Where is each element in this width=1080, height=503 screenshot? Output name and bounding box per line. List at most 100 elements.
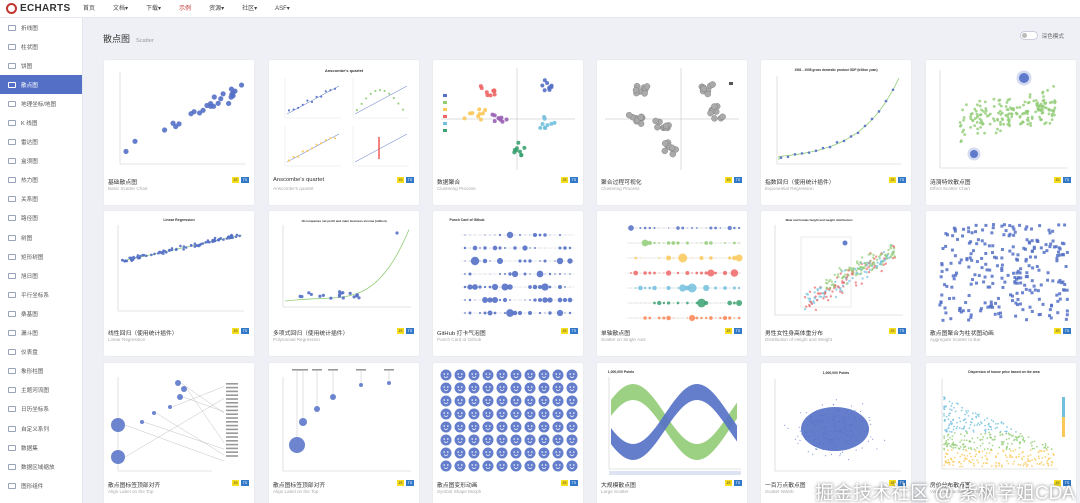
sidebar-item[interactable]: 折线图 — [0, 18, 82, 37]
js-badge[interactable]: JS — [397, 177, 404, 183]
example-card[interactable]: 单轴散点图 Scatter on Single Axis JS TS — [597, 211, 747, 356]
js-badge[interactable]: JS — [1054, 328, 1061, 334]
ts-badge[interactable]: TS — [1063, 328, 1071, 334]
nav-resources[interactable]: 资源▾ — [209, 5, 225, 12]
example-title[interactable]: 一百万点散点图 — [765, 483, 806, 489]
nav-community[interactable]: 社区▾ — [242, 5, 258, 12]
example-title[interactable]: 房价分布散点图 — [930, 483, 971, 489]
example-card[interactable]: 基础散点图 Basic Scatter Chart JS TS — [104, 60, 254, 205]
sidebar-item[interactable]: 数据区域缩放 — [0, 457, 82, 476]
ts-badge[interactable]: TS — [898, 480, 906, 486]
ts-badge[interactable]: TS — [1063, 177, 1071, 183]
echarts-logo[interactable]: ECHARTS — [0, 3, 74, 14]
example-card[interactable]: 聚合过程可视化 Clustering Process JS TS — [597, 60, 747, 205]
ts-badge[interactable]: TS — [734, 328, 742, 334]
js-badge[interactable]: JS — [561, 177, 568, 183]
example-card[interactable]: Anscombe's quartet Anscombe's quartet Ansc… — [269, 60, 419, 205]
example-card[interactable]: 散点图变形动画 Symbol Shape Morph JS TS — [433, 363, 583, 503]
example-title[interactable]: 男性女性身高体重分布 — [765, 331, 823, 337]
sidebar-item[interactable]: 柱状图 — [0, 37, 82, 56]
ts-badge[interactable]: TS — [570, 177, 578, 183]
example-card[interactable]: 18 companies net profit and main busines… — [269, 211, 419, 356]
example-card[interactable]: 数据聚合 Clustering Process JS TS — [433, 60, 583, 205]
ts-badge[interactable]: TS — [241, 328, 249, 334]
example-thumbnail[interactable]: 1,000,000 Points — [601, 367, 743, 477]
example-card[interactable]: 1981 - 1998 gross domestic product GDP (… — [761, 60, 911, 205]
example-thumbnail[interactable]: Dispersion of house price based on the a… — [930, 367, 1072, 477]
js-badge[interactable]: JS — [397, 328, 404, 334]
sidebar-item[interactable]: 数据集 — [0, 438, 82, 457]
example-thumbnail[interactable]: 1981 - 1998 gross domestic product GDP (… — [765, 64, 907, 174]
sidebar-item[interactable]: 路径图 — [0, 209, 82, 228]
sidebar-item[interactable]: 主题河流图 — [0, 381, 82, 400]
example-thumbnail[interactable] — [437, 367, 579, 477]
example-thumbnail[interactable] — [930, 215, 1072, 325]
sidebar-item[interactable]: 散点图 — [0, 75, 82, 95]
js-badge[interactable]: JS — [725, 328, 732, 334]
nav-download[interactable]: 下载▾ — [146, 5, 162, 12]
example-card[interactable]: 1,000,000 Points 一百万点散点图 Scatter NWeb JS TS — [761, 363, 911, 503]
example-thumbnail[interactable]: 18 companies net profit and main busines… — [273, 215, 415, 325]
example-thumbnail[interactable]: Male and female height and weight distri… — [765, 215, 907, 325]
sidebar-item[interactable]: 平行坐标系 — [0, 285, 82, 304]
sidebar-item[interactable]: 日历坐标系 — [0, 400, 82, 419]
example-card[interactable]: 涟漪特效散点图 Effect Scatter Chart JS TS — [926, 60, 1076, 205]
ts-badge[interactable]: TS — [1063, 480, 1071, 486]
example-card[interactable]: Linear Regression 线性回归（使用统计插件） Linear Regr… — [104, 211, 254, 356]
toggle-switch-icon[interactable] — [1019, 31, 1038, 40]
example-title[interactable]: Anscombe's quartet — [273, 177, 325, 183]
example-title[interactable]: 散点图聚合为柱状图动画 — [930, 331, 994, 337]
js-badge[interactable]: JS — [889, 328, 896, 334]
ts-badge[interactable]: TS — [898, 177, 906, 183]
js-badge[interactable]: JS — [232, 177, 239, 183]
sidebar-item[interactable]: 雷达图 — [0, 133, 82, 152]
sidebar-item[interactable]: 关系图 — [0, 190, 82, 209]
nav-asf[interactable]: ASF▾ — [275, 5, 290, 12]
ts-badge[interactable]: TS — [406, 480, 414, 486]
sidebar-item[interactable]: 旭日图 — [0, 266, 82, 285]
js-badge[interactable]: JS — [1054, 177, 1061, 183]
ts-badge[interactable]: TS — [570, 328, 578, 334]
example-title[interactable]: 单轴散点图 — [601, 331, 630, 337]
example-title[interactable]: 散点图标签顶部对齐 — [108, 483, 161, 489]
js-badge[interactable]: JS — [725, 177, 732, 183]
sidebar-item[interactable]: 图形组件 — [0, 476, 82, 495]
sidebar-item[interactable]: 热力图 — [0, 171, 82, 190]
example-title[interactable]: 数据聚合 — [437, 180, 461, 186]
sidebar-item[interactable]: 树图 — [0, 228, 82, 247]
example-thumbnail[interactable] — [601, 215, 743, 325]
example-title[interactable]: 多项式回归（使用统计插件） — [273, 331, 349, 337]
example-thumbnail[interactable]: Punch Card of Github — [437, 215, 579, 325]
example-thumbnail[interactable]: Anscombe's quartet — [273, 64, 415, 174]
example-thumbnail[interactable] — [273, 367, 415, 477]
nav-docs[interactable]: 文档▾ — [113, 5, 129, 12]
example-card[interactable]: Male and female height and weight distri… — [761, 211, 911, 356]
example-title[interactable]: 基础散点图 — [108, 180, 137, 186]
sidebar-item[interactable]: 自定义系列 — [0, 419, 82, 438]
js-badge[interactable]: JS — [397, 480, 404, 486]
js-badge[interactable]: JS — [889, 177, 896, 183]
example-title[interactable]: 大规模散点图 — [601, 483, 636, 489]
example-card[interactable]: 散点图标签顶部对齐 Align Label on the Top JS TS — [104, 363, 254, 503]
sidebar-item[interactable]: 漏斗图 — [0, 324, 82, 343]
example-card[interactable]: Dispersion of house price based on the a… — [926, 363, 1076, 503]
example-title[interactable]: 散点图变形动画 — [437, 483, 478, 489]
ts-badge[interactable]: TS — [734, 177, 742, 183]
sidebar-item[interactable]: 象形柱图 — [0, 362, 82, 381]
example-thumbnail[interactable] — [601, 64, 743, 174]
example-title[interactable]: 散点图标签顶部对齐 — [273, 483, 326, 489]
js-badge[interactable]: JS — [561, 328, 568, 334]
example-card[interactable]: 散点图聚合为柱状图动画 Aggregate Scatter to Bar JS TS — [926, 211, 1076, 356]
sidebar-item[interactable]: 饼图 — [0, 56, 82, 75]
ts-badge[interactable]: TS — [241, 177, 249, 183]
example-thumbnail[interactable] — [108, 64, 250, 174]
example-title[interactable]: 线性回归（使用统计插件） — [108, 331, 178, 337]
example-thumbnail[interactable] — [108, 367, 250, 477]
js-badge[interactable]: JS — [889, 480, 896, 486]
example-title[interactable]: 涟漪特效散点图 — [930, 180, 971, 186]
ts-badge[interactable]: TS — [406, 177, 414, 183]
ts-badge[interactable]: TS — [734, 480, 742, 486]
example-title[interactable]: 指数回归（使用统计插件） — [765, 180, 835, 186]
js-badge[interactable]: JS — [232, 328, 239, 334]
sidebar-item[interactable]: 矩形树图 — [0, 247, 82, 266]
